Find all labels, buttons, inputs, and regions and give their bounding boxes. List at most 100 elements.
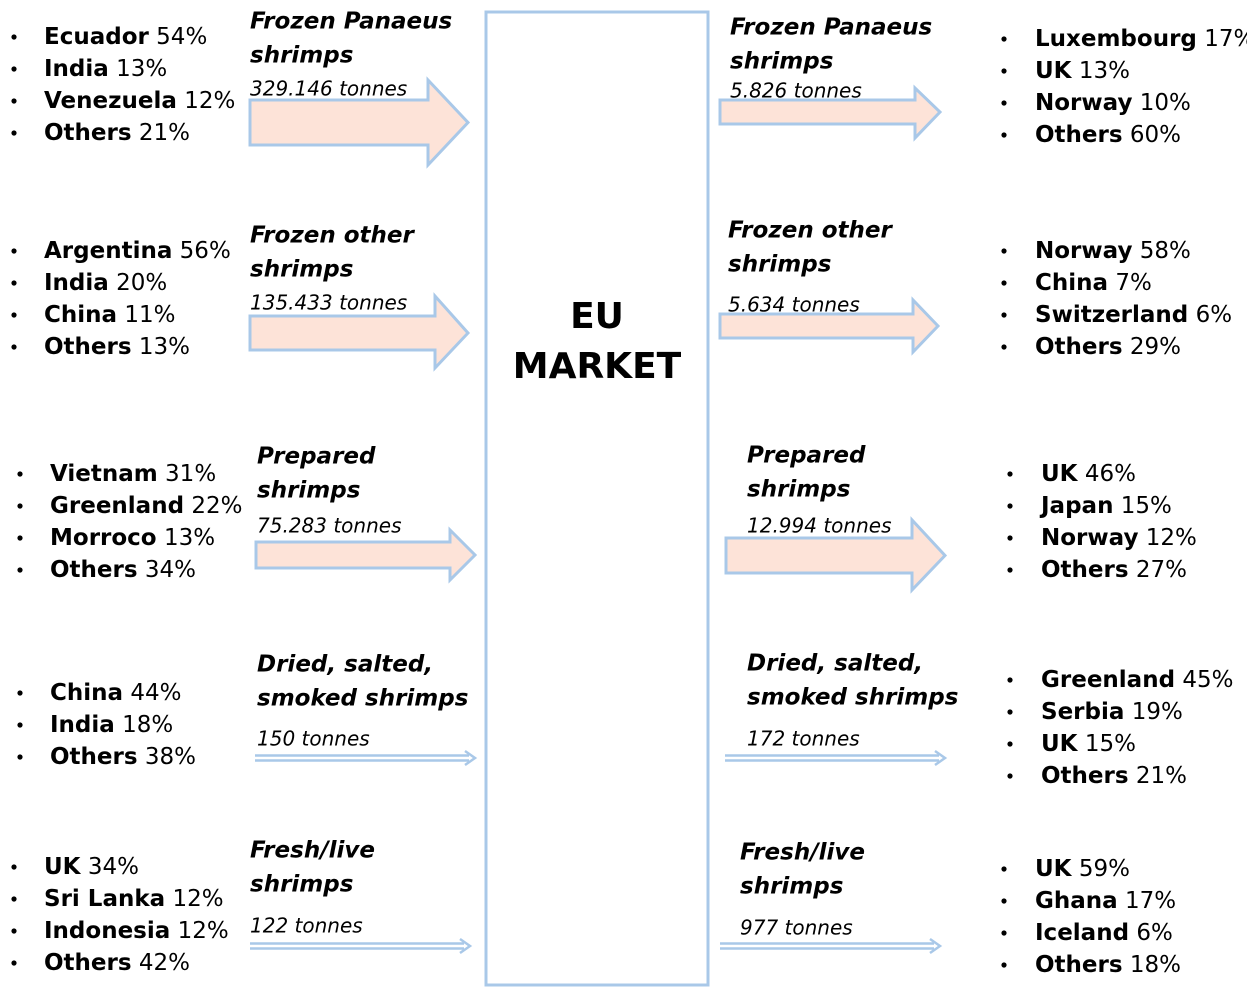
- partner-item: Others 21%: [1041, 763, 1187, 789]
- bullet: [1001, 248, 1007, 254]
- partner-item: Others 38%: [50, 744, 196, 770]
- bullet: [1007, 471, 1013, 477]
- country-name: Japan: [1039, 493, 1113, 519]
- share-value: 13%: [1079, 58, 1130, 84]
- partner-item: Norway 58%: [1035, 238, 1191, 264]
- bullet: [11, 280, 17, 286]
- country-name: China: [50, 680, 123, 706]
- partner-item: India 18%: [50, 712, 173, 738]
- partner-item: Sri Lanka 12%: [44, 886, 224, 912]
- bullet: [1007, 503, 1013, 509]
- country-name: Sri Lanka: [44, 886, 165, 912]
- country-name: UK: [1035, 58, 1073, 84]
- bullet: [17, 471, 23, 477]
- flow-arrow: [255, 749, 478, 767]
- country-name: UK: [44, 854, 82, 880]
- share-value: 34%: [88, 854, 139, 880]
- partner-item: India 20%: [44, 270, 167, 296]
- country-name: China: [44, 302, 117, 328]
- share-value: 18%: [122, 712, 173, 738]
- bullet: [1001, 36, 1007, 42]
- product-label: smoked shrimps: [257, 686, 468, 712]
- share-value: 12%: [178, 918, 229, 944]
- bullet: [1001, 312, 1007, 318]
- product-label: Frozen other: [250, 223, 415, 249]
- bullet: [17, 503, 23, 509]
- bullet: [11, 928, 17, 934]
- product-label: shrimps: [257, 478, 360, 504]
- flow-arrow: [718, 296, 941, 356]
- country-name: Others: [44, 950, 132, 976]
- bullet: [1001, 962, 1007, 968]
- share-value: 45%: [1182, 667, 1233, 693]
- share-value: 21%: [1136, 763, 1187, 789]
- bullet: [11, 66, 17, 72]
- volume-label: 329.146 tonnes: [250, 77, 407, 101]
- partner-item: Japan 15%: [1039, 493, 1172, 519]
- bullet: [1007, 709, 1013, 715]
- partner-item: UK 59%: [1035, 856, 1130, 882]
- country-name: Others: [1041, 763, 1129, 789]
- flow-arrow: [254, 526, 478, 584]
- country-name: Others: [1035, 122, 1123, 148]
- share-value: 17%: [1204, 26, 1247, 52]
- product-label: shrimps: [250, 257, 353, 283]
- share-value: 38%: [145, 744, 196, 770]
- share-value: 58%: [1140, 238, 1191, 264]
- product-label: Frozen other: [728, 218, 893, 244]
- partner-item: Norway 10%: [1035, 90, 1191, 116]
- product-label: Fresh/live: [250, 838, 375, 864]
- share-value: 18%: [1130, 952, 1181, 978]
- bullet: [11, 98, 17, 104]
- country-name: Argentina: [44, 238, 172, 264]
- bullet: [1001, 866, 1007, 872]
- share-value: 6%: [1136, 920, 1173, 946]
- bullet: [1007, 567, 1013, 573]
- partner-item: Greenland 22%: [50, 493, 242, 519]
- bullet: [11, 130, 17, 136]
- share-value: 11%: [124, 302, 175, 328]
- partner-item: UK 15%: [1041, 731, 1136, 757]
- share-value: 17%: [1125, 888, 1176, 914]
- partner-item: China 7%: [1035, 270, 1152, 296]
- share-value: 56%: [180, 238, 231, 264]
- bullet: [17, 535, 23, 541]
- bullet: [1001, 100, 1007, 106]
- country-name: Greenland: [1041, 667, 1175, 693]
- bullet: [1001, 898, 1007, 904]
- flow-arrow: [248, 292, 471, 372]
- bullet: [1001, 280, 1007, 286]
- country-name: India: [50, 712, 115, 738]
- country-name: Others: [1041, 557, 1129, 583]
- country-name: UK: [1035, 856, 1073, 882]
- bullet: [1007, 741, 1013, 747]
- bullet: [1001, 68, 1007, 74]
- country-name: Morroco: [50, 525, 157, 551]
- partner-item: India 13%: [44, 56, 167, 82]
- bullet: [11, 864, 17, 870]
- share-value: 42%: [139, 950, 190, 976]
- share-value: 29%: [1130, 334, 1181, 360]
- partner-item: UK 34%: [44, 854, 139, 880]
- partner-item: Luxembourg 17%: [1035, 26, 1247, 52]
- country-name: Others: [1035, 334, 1123, 360]
- product-label: Frozen Panaeus: [730, 15, 932, 41]
- partner-item: Morroco 13%: [50, 525, 215, 551]
- product-label: Prepared: [747, 443, 866, 469]
- partner-item: Ghana 17%: [1035, 888, 1176, 914]
- share-value: 6%: [1196, 302, 1233, 328]
- product-label: shrimps: [250, 872, 353, 898]
- product-label: Fresh/live: [740, 840, 865, 866]
- bullet: [11, 248, 17, 254]
- share-value: 21%: [139, 120, 190, 146]
- share-value: 22%: [191, 493, 242, 519]
- product-label: shrimps: [730, 49, 833, 75]
- flow-arrow: [718, 84, 943, 142]
- country-name: Venezuela: [44, 88, 177, 114]
- eu-market-box: [484, 10, 710, 987]
- product-label: shrimps: [747, 477, 850, 503]
- partner-item: Norway 12%: [1041, 525, 1197, 551]
- country-name: Serbia: [1041, 699, 1124, 725]
- flow-arrow: [250, 937, 473, 955]
